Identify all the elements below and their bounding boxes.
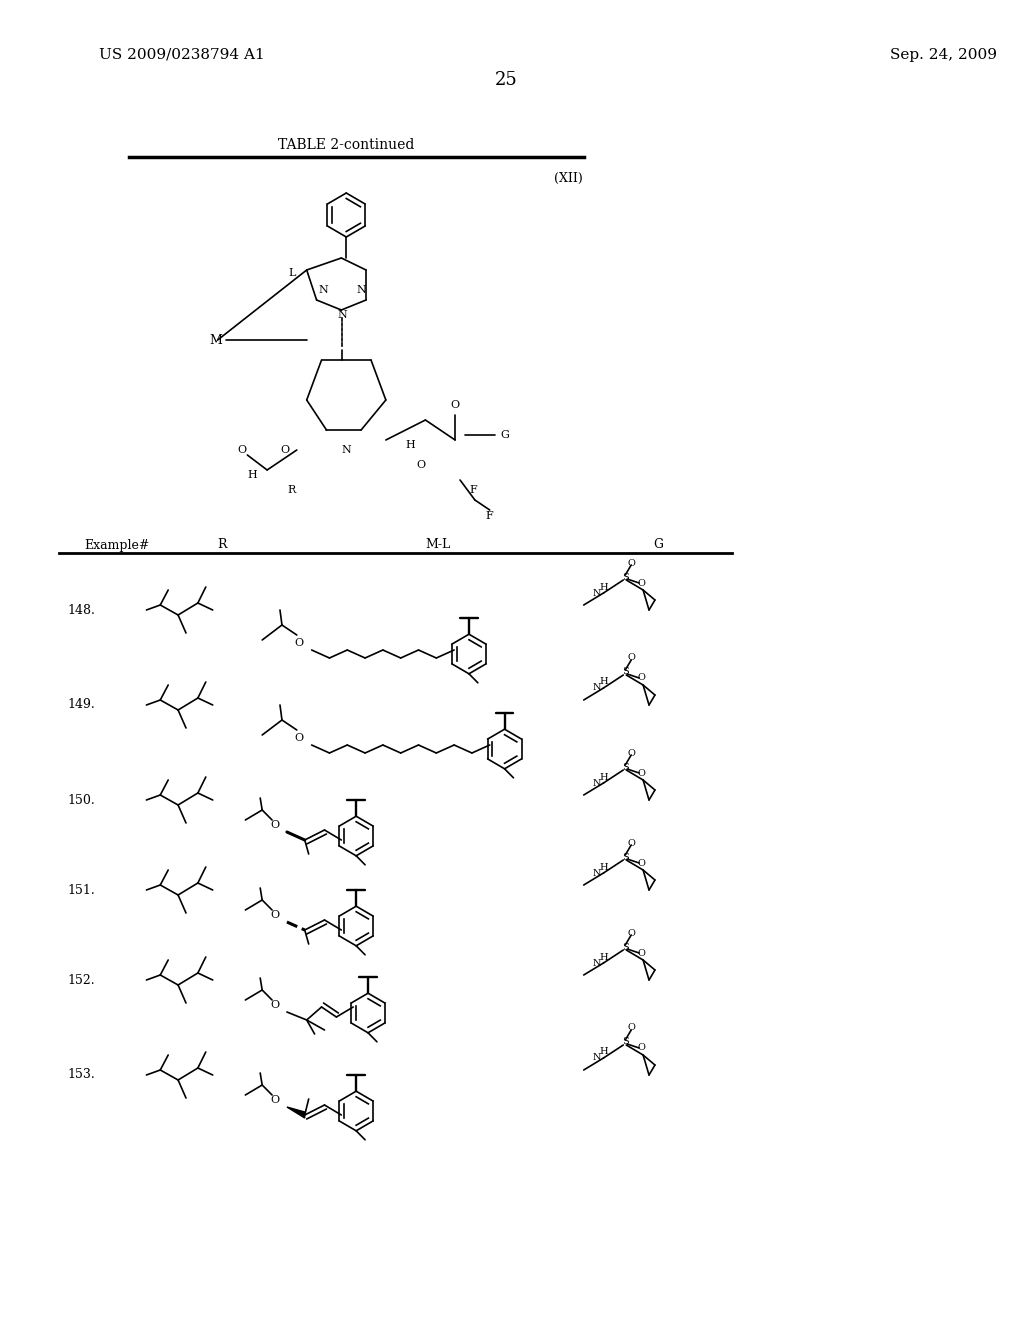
Text: O: O xyxy=(637,1044,645,1052)
Text: N: N xyxy=(592,869,601,878)
Text: F: F xyxy=(469,484,477,495)
Text: R: R xyxy=(288,484,296,495)
Text: Sep. 24, 2009: Sep. 24, 2009 xyxy=(891,48,997,62)
Text: N: N xyxy=(592,684,601,693)
Text: N: N xyxy=(338,310,347,319)
Polygon shape xyxy=(287,1107,305,1118)
Text: (XII): (XII) xyxy=(554,172,583,185)
Text: H: H xyxy=(599,1048,608,1056)
Text: O: O xyxy=(294,638,303,648)
Text: S: S xyxy=(622,942,629,952)
Text: H: H xyxy=(599,772,608,781)
Text: 149.: 149. xyxy=(68,698,95,711)
Text: O: O xyxy=(628,653,635,663)
Text: S: S xyxy=(622,668,629,676)
Text: H: H xyxy=(599,582,608,591)
Text: N: N xyxy=(341,445,351,455)
Text: TABLE 2-continued: TABLE 2-continued xyxy=(279,139,415,152)
Text: 151.: 151. xyxy=(68,883,95,896)
Text: H: H xyxy=(406,440,416,450)
Text: O: O xyxy=(637,673,645,682)
Text: O: O xyxy=(270,1001,280,1010)
Text: M: M xyxy=(209,334,222,346)
Text: 153.: 153. xyxy=(68,1068,95,1081)
Text: O: O xyxy=(628,748,635,758)
Text: H: H xyxy=(599,677,608,686)
Text: 152.: 152. xyxy=(68,974,95,986)
Text: S: S xyxy=(622,763,629,771)
Text: N: N xyxy=(318,285,329,294)
Text: S: S xyxy=(622,1038,629,1047)
Text: 150.: 150. xyxy=(68,793,95,807)
Text: O: O xyxy=(628,928,635,937)
Text: O: O xyxy=(637,578,645,587)
Text: H: H xyxy=(599,862,608,871)
Text: O: O xyxy=(637,858,645,867)
Text: R: R xyxy=(218,539,227,552)
Text: O: O xyxy=(270,1096,280,1105)
Text: O: O xyxy=(637,768,645,777)
Text: H: H xyxy=(248,470,257,480)
Text: N: N xyxy=(356,285,366,294)
Text: O: O xyxy=(281,445,290,455)
Text: N: N xyxy=(592,958,601,968)
Text: O: O xyxy=(238,445,247,455)
Text: M-L: M-L xyxy=(425,539,451,552)
Text: S: S xyxy=(622,573,629,582)
Text: O: O xyxy=(294,733,303,743)
Text: G: G xyxy=(653,539,663,552)
Text: O: O xyxy=(637,949,645,957)
Text: O: O xyxy=(270,820,280,830)
Text: O: O xyxy=(270,909,280,920)
Text: S: S xyxy=(622,853,629,862)
Text: N: N xyxy=(592,589,601,598)
Text: US 2009/0238794 A1: US 2009/0238794 A1 xyxy=(99,48,264,62)
Text: N: N xyxy=(592,1053,601,1063)
Text: H: H xyxy=(599,953,608,961)
Text: L: L xyxy=(288,268,296,279)
Text: G: G xyxy=(500,430,509,440)
Text: 25: 25 xyxy=(496,71,518,88)
Text: O: O xyxy=(628,1023,635,1032)
Text: O: O xyxy=(628,558,635,568)
Text: F: F xyxy=(485,511,494,521)
Text: O: O xyxy=(416,459,425,470)
Text: N: N xyxy=(592,779,601,788)
Text: O: O xyxy=(628,838,635,847)
Text: O: O xyxy=(451,400,460,411)
Text: 148.: 148. xyxy=(68,603,95,616)
Text: Example#: Example# xyxy=(84,539,150,552)
